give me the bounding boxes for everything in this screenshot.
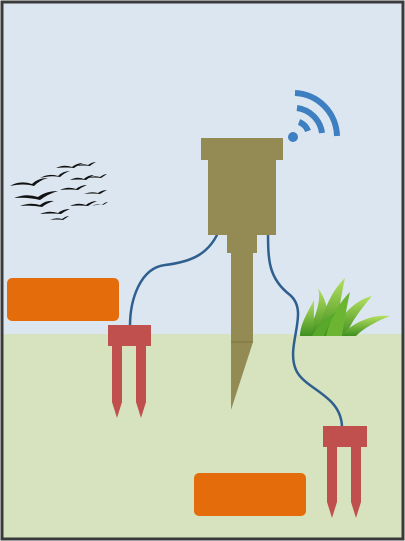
- left-label-box: [7, 278, 119, 321]
- device-neck: [227, 235, 257, 253]
- grass-tuft-icon: [300, 278, 390, 336]
- bottom-label-box: [194, 473, 306, 516]
- left-probe-cable: [128, 227, 222, 327]
- wifi-signal-icon: [288, 90, 340, 142]
- device-spike: [231, 253, 253, 410]
- device-body: [208, 160, 276, 235]
- soil-sensor-device: [201, 138, 283, 410]
- left-soil-probe: [108, 325, 151, 418]
- right-probe-cable: [266, 227, 344, 429]
- right-soil-probe: [323, 426, 367, 518]
- birds-flock-icon: [10, 162, 108, 220]
- device-cap: [201, 138, 283, 160]
